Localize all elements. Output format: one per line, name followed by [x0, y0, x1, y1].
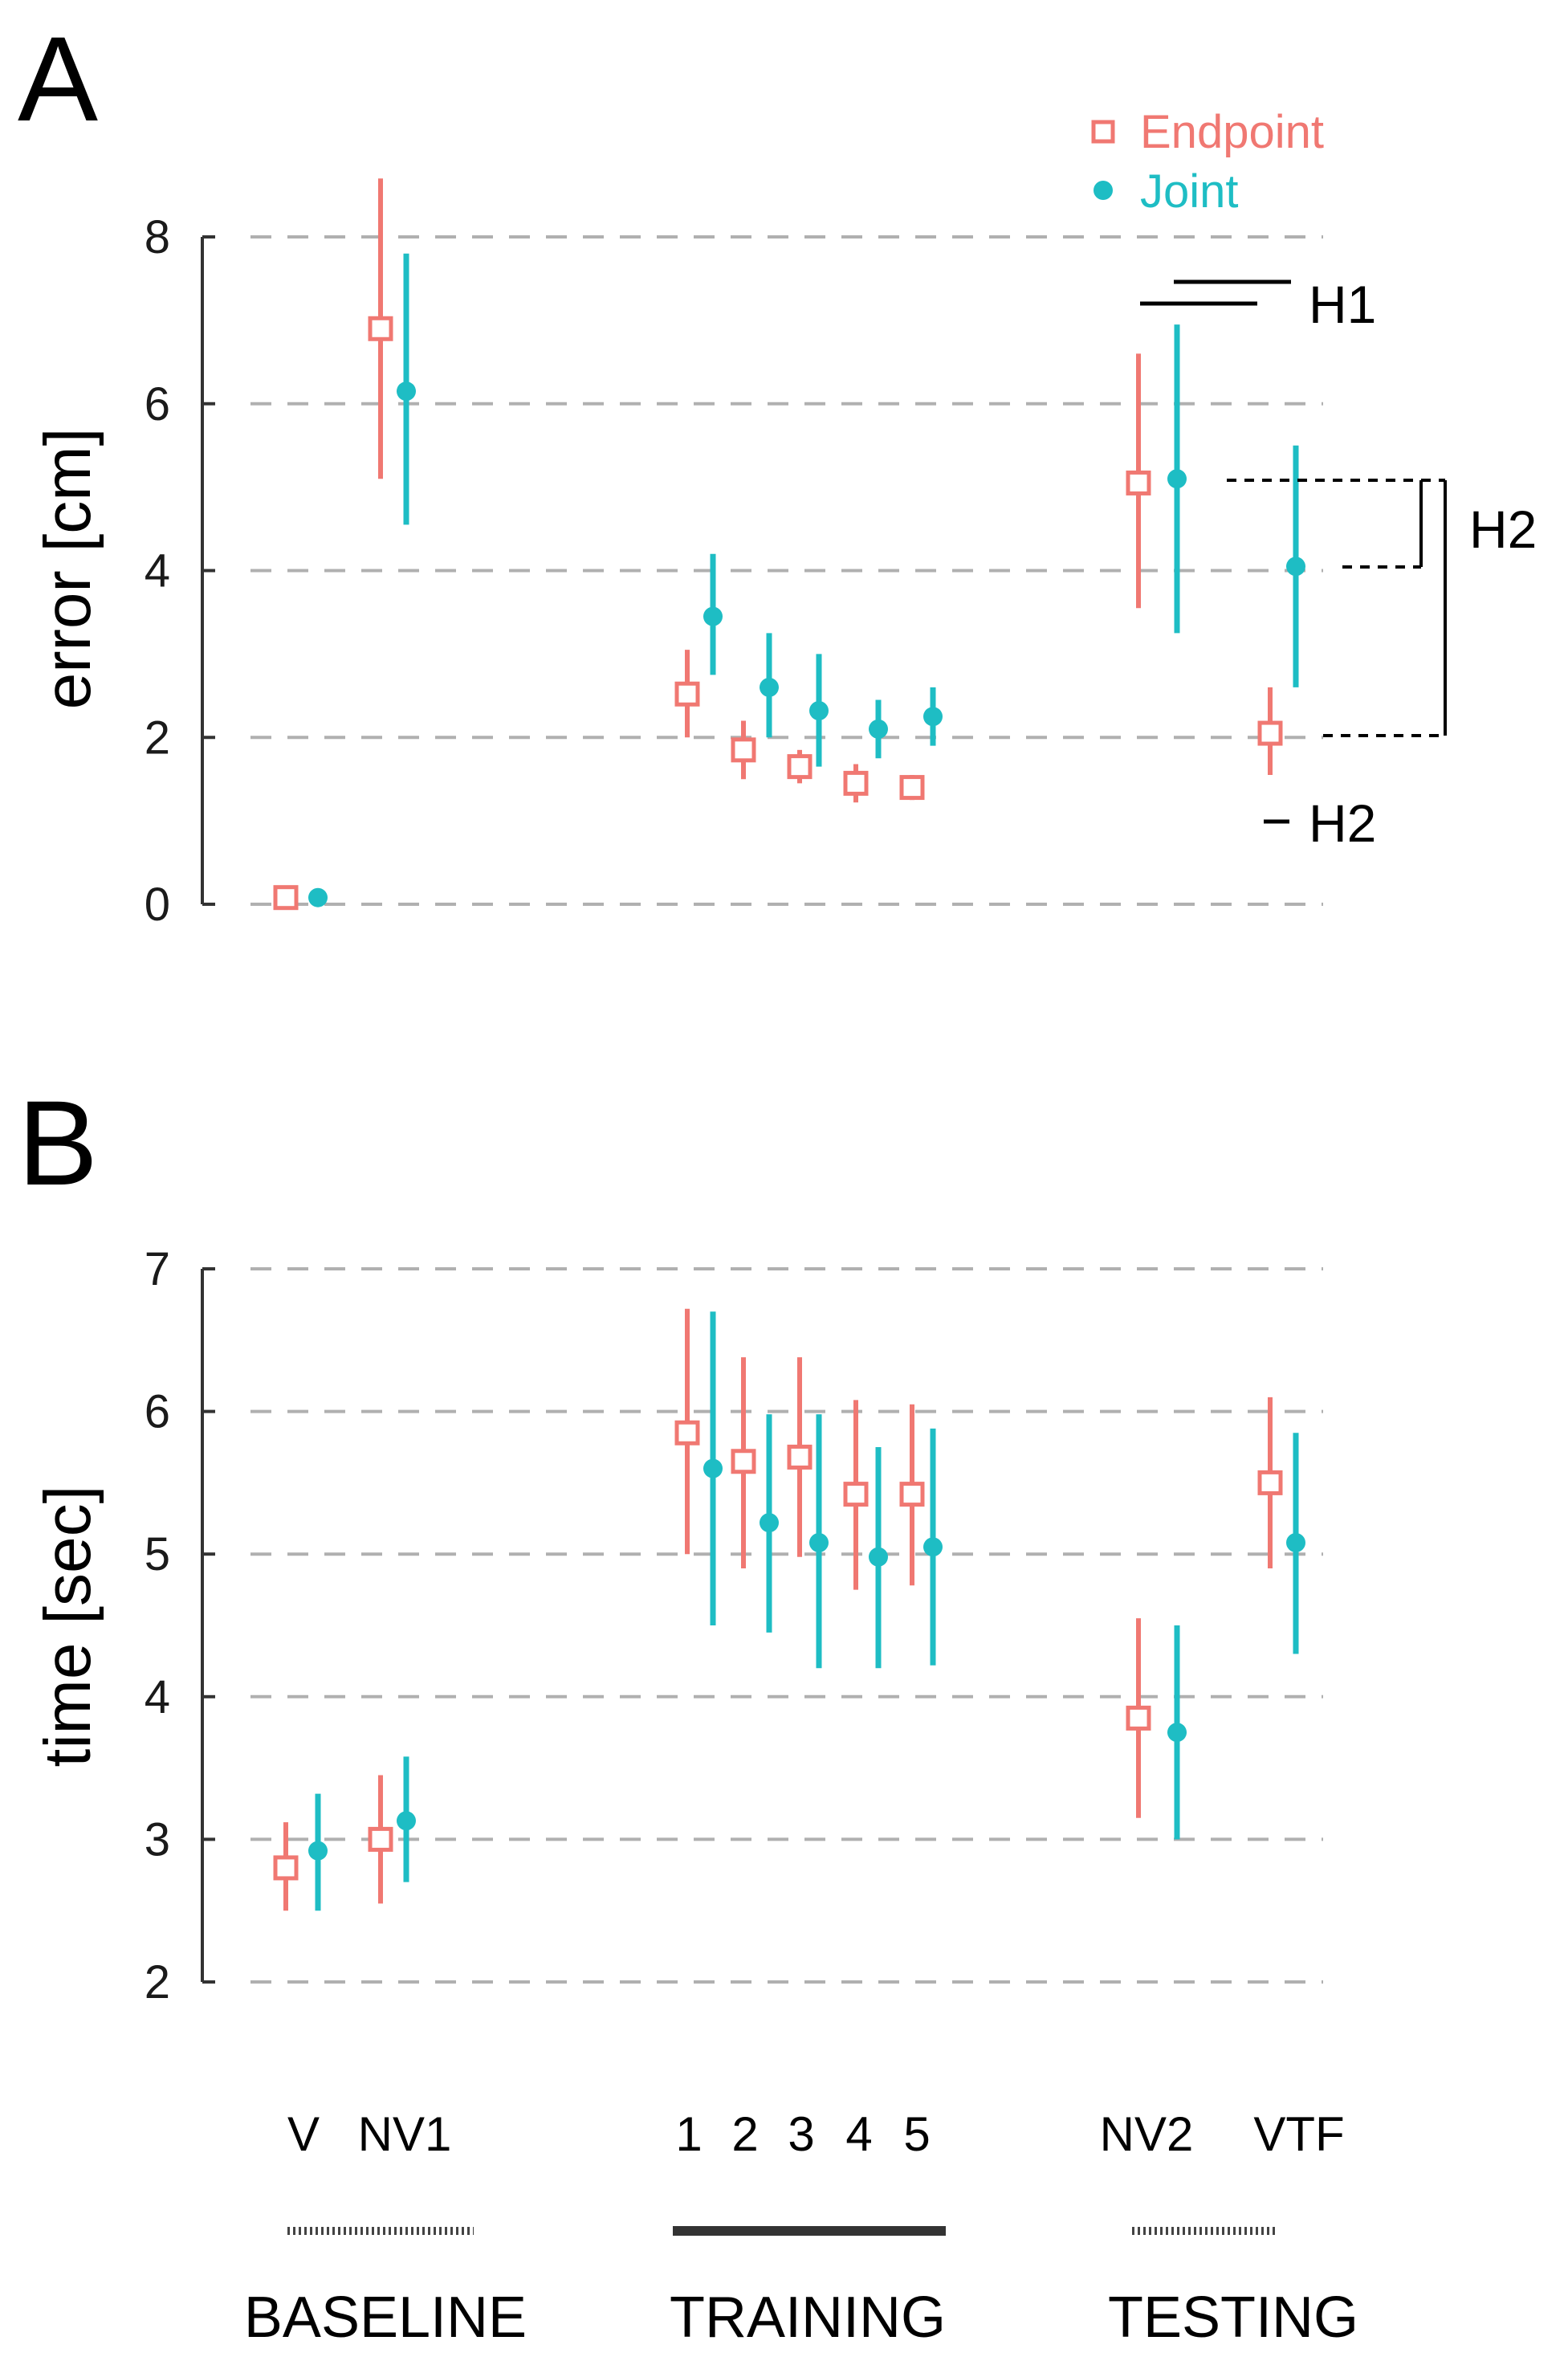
condition-label-nv1: NV1 — [358, 2107, 452, 2161]
panel-b-joint-point-4 — [809, 1532, 829, 1552]
panel-b-endpoint-point-3 — [731, 1449, 756, 1474]
panel-b-tick-label-0: 2 — [145, 1956, 170, 2008]
panel-b-tick-label-1: 3 — [145, 1813, 170, 1866]
legend-joint-marker — [1094, 181, 1113, 200]
legend-joint-label: Joint — [1140, 165, 1239, 218]
panel-b-gridlines — [250, 1267, 1323, 1984]
panel-a-joint-point-8 — [1286, 557, 1305, 577]
panel-a-joint-point-2 — [703, 606, 723, 626]
panel-a-joint-point-6 — [923, 707, 943, 727]
panel-a-endpoint-point-5 — [843, 770, 869, 796]
panel-b-joint-point-5 — [869, 1547, 888, 1567]
panel-a-letter: A — [18, 11, 98, 146]
condition-label-v: V — [287, 2107, 320, 2161]
panel-a-endpoint-point-8 — [1257, 720, 1283, 746]
panel-b-endpoint-point-8 — [1257, 1470, 1283, 1495]
condition-label-nv2: NV2 — [1100, 2107, 1194, 2161]
panel-a-joint-point-5 — [869, 719, 888, 739]
h1-label: H1 — [1309, 275, 1376, 334]
panel-a-joint-point-3 — [760, 677, 779, 697]
panel-b-tick-label-3: 5 — [145, 1528, 170, 1580]
condition-label-4: 4 — [845, 2107, 872, 2161]
panel-b-series-endpoint — [273, 1308, 1283, 1911]
panel-b-tick-label-5: 7 — [145, 1243, 170, 1295]
panel-b-endpoint-point-4 — [787, 1444, 813, 1470]
group-label-baseline: BASELINE — [244, 2286, 527, 2350]
panel-b-y-axis-label: time [sec] — [31, 1486, 104, 1768]
panel-a-endpoint-point-0 — [273, 885, 299, 911]
panel-a-endpoint-point-1 — [368, 316, 393, 341]
panel-a-y-ticks: 0 2 4 6 8 — [145, 211, 215, 931]
panel-b-joint-point-1 — [397, 1811, 416, 1831]
panel-b-letter: B — [18, 1075, 98, 1210]
panel-a-gridlines — [250, 235, 1323, 906]
panel-b-series-joint — [308, 1311, 1305, 1911]
condition-label-2: 2 — [731, 2107, 758, 2161]
panel-b-joint-point-7 — [1167, 1723, 1187, 1743]
panel-b-y-ticks: 2 3 4 5 6 7 — [145, 1243, 215, 2008]
group-label-testing: TESTING — [1108, 2286, 1358, 2350]
panel-a-series-endpoint — [273, 178, 1283, 911]
panel-a-endpoint-point-2 — [674, 681, 700, 707]
panel-a-chart: 0 2 4 6 8 error [cm] Endpoint Joint H1 H2 H2 — [31, 106, 1537, 931]
h2-lower-label: H2 — [1309, 793, 1376, 853]
panel-a-y-axis-label: error [cm] — [31, 428, 104, 710]
panel-b-endpoint-point-6 — [899, 1482, 925, 1507]
panel-b-tick-label-2: 4 — [145, 1671, 170, 1723]
h1-annotation — [1140, 279, 1291, 306]
panel-a-endpoint-point-3 — [731, 737, 756, 763]
panel-a-tick-label-0: 0 — [145, 879, 170, 931]
condition-label-3: 3 — [788, 2107, 814, 2161]
panel-a-joint-point-1 — [397, 381, 416, 402]
panel-a-endpoint-point-7 — [1126, 470, 1151, 495]
panel-b-endpoint-point-2 — [674, 1420, 700, 1446]
panel-a-tick-label-4: 8 — [145, 211, 170, 263]
panel-a-joint-point-7 — [1167, 469, 1187, 489]
panel-a-series-joint — [308, 253, 1305, 907]
panel-a-endpoint-point-6 — [899, 775, 925, 801]
panel-b-endpoint-point-1 — [368, 1826, 393, 1852]
panel-b-joint-point-3 — [760, 1513, 779, 1533]
panel-b-joint-point-2 — [703, 1458, 723, 1478]
panel-b-endpoint-point-7 — [1126, 1705, 1151, 1731]
panel-a-joint-point-0 — [308, 887, 328, 907]
panel-b-joint-point-6 — [923, 1537, 943, 1557]
legend-endpoint-label: Endpoint — [1140, 106, 1324, 158]
legend: Endpoint Joint — [1091, 106, 1324, 218]
panel-b-chart: 2 3 4 5 6 7 time [sec] — [31, 1243, 1323, 2008]
group-labels: BASELINE TRAINING TESTING — [244, 2286, 1358, 2350]
condition-label-5: 5 — [903, 2107, 930, 2161]
panel-b-joint-point-0 — [308, 1841, 328, 1861]
condition-label-vtf: VTF — [1253, 2107, 1344, 2161]
panel-b-endpoint-point-0 — [273, 1855, 299, 1881]
panel-b-endpoint-point-5 — [843, 1482, 869, 1507]
panel-a-series — [273, 178, 1305, 911]
panel-b-tick-label-4: 6 — [145, 1386, 170, 1438]
panel-a-endpoint-point-4 — [787, 754, 813, 780]
panel-a-tick-label-1: 2 — [145, 712, 170, 764]
group-label-training: TRAINING — [670, 2286, 946, 2350]
panel-b-series — [273, 1308, 1305, 1911]
condition-labels: V NV1 1 2 3 4 5 NV2 VTF — [287, 2107, 1345, 2161]
h2-upper-label: H2 — [1469, 500, 1537, 559]
panel-a-tick-label-2: 4 — [145, 545, 170, 597]
legend-endpoint-marker — [1091, 120, 1115, 144]
panel-a-joint-point-4 — [809, 701, 829, 721]
condition-label-1: 1 — [675, 2107, 702, 2161]
h2-bracket-annotation — [1227, 479, 1447, 737]
panel-b-joint-point-8 — [1286, 1532, 1305, 1552]
panel-a-tick-label-3: 6 — [145, 378, 170, 430]
